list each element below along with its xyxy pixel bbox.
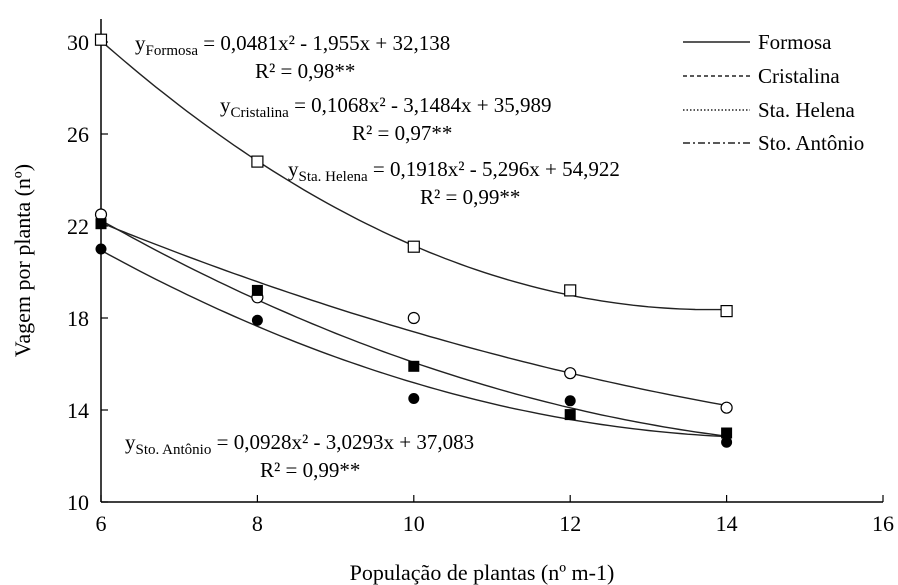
data-point — [564, 395, 576, 407]
legend-label: Sta. Helena — [758, 98, 855, 122]
x-tick-label: 16 — [872, 511, 894, 536]
equation-cristalina: yCristalina = 0,1068x² - 3,1484x + 35,98… — [220, 93, 552, 121]
fit-curve-cristalina — [100, 249, 727, 438]
axes: 6 8 10 12 14 16 10 14 18 22 26 30 — [67, 19, 894, 536]
fit-curve-formosa — [100, 222, 727, 407]
x-tick-label: 12 — [559, 511, 581, 536]
data-point — [251, 155, 264, 168]
data-point — [564, 367, 577, 380]
data-point — [408, 360, 420, 372]
y-tick-label: 22 — [67, 214, 89, 239]
y-tick-label: 14 — [67, 398, 89, 423]
r2-formosa: R² = 0,98** — [255, 59, 355, 83]
data-points — [94, 33, 733, 448]
data-point — [407, 240, 420, 253]
y-tick-label: 18 — [67, 306, 89, 331]
data-point — [720, 305, 733, 318]
data-point — [564, 409, 576, 421]
y-tick-label: 30 — [67, 30, 89, 55]
data-point — [95, 218, 107, 230]
x-tick-label: 14 — [716, 511, 738, 536]
equation-sto-ant-nio: ySto. Antônio = 0,0928x² - 3,0293x + 37,… — [125, 430, 474, 458]
x-tick-label: 8 — [252, 511, 263, 536]
data-point — [721, 427, 733, 439]
data-point — [94, 33, 108, 46]
data-point — [720, 401, 733, 414]
data-point — [251, 284, 263, 296]
data-point — [251, 314, 263, 326]
y-tick-label: 26 — [67, 122, 89, 147]
data-point — [408, 393, 420, 404]
y-tick-label: 10 — [67, 490, 89, 515]
legend-label: Cristalina — [758, 64, 840, 88]
x-tick-label: 10 — [403, 511, 425, 536]
r2-sto-ant-nio: R² = 0,99** — [260, 458, 360, 482]
legend: Formosa Cristalina Sta. Helena Sto. Antônio — [683, 30, 864, 155]
r2-sta-helena: R² = 0,99** — [420, 185, 520, 209]
legend-label: Formosa — [758, 30, 832, 54]
equations: yFormosa = 0,0481x² - 1,955x + 32,138R² … — [125, 31, 620, 482]
r2-cristalina: R² = 0,97** — [352, 121, 452, 145]
data-point — [95, 243, 107, 255]
y-axis-label: Vagem por planta (nº) — [10, 164, 35, 357]
x-tick-label: 6 — [96, 511, 107, 536]
data-point — [407, 311, 420, 325]
equation-sta-helena: ySta. Helena = 0,1918x² - 5,296x + 54,92… — [288, 157, 620, 185]
equation-formosa: yFormosa = 0,0481x² - 1,955x + 32,138 — [135, 31, 450, 59]
x-axis-label: População de plantas (nº m-1) — [350, 560, 615, 585]
data-point — [721, 436, 733, 448]
legend-label: Sto. Antônio — [758, 131, 864, 155]
data-point — [564, 284, 577, 297]
